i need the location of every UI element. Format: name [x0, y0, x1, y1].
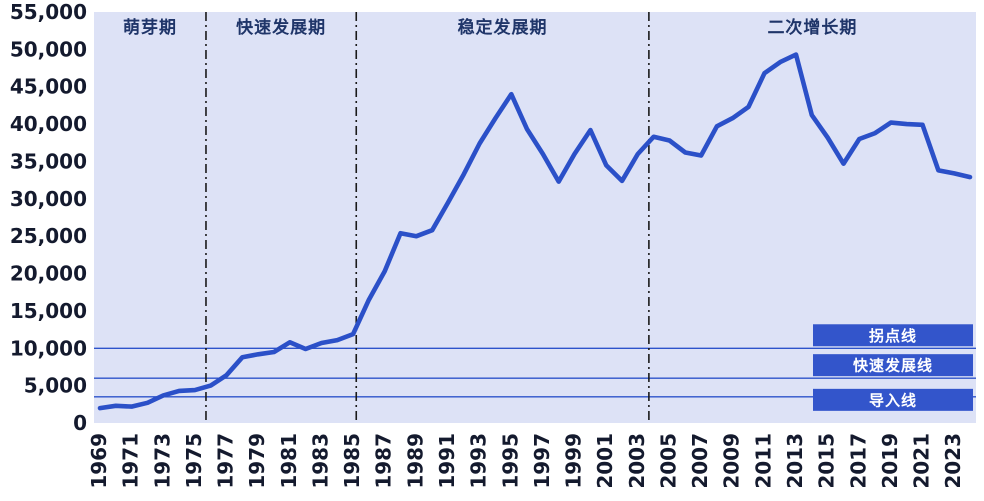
x-tick-label: 1973: [150, 433, 174, 489]
x-tick-label: 2011: [751, 433, 775, 489]
y-tick-label: 0: [73, 411, 87, 435]
x-tick-label: 2021: [910, 433, 934, 489]
x-tick-label: 2015: [815, 433, 839, 489]
y-tick-label: 55,000: [10, 0, 87, 24]
x-tick-label: 1993: [467, 433, 491, 489]
x-tick-label: 1991: [435, 433, 459, 489]
y-tick-label: 15,000: [10, 299, 87, 323]
phase-label: 稳定发展期: [458, 17, 548, 38]
x-tick-label: 1971: [119, 433, 143, 489]
y-tick-label: 5,000: [24, 374, 87, 398]
reference-label-box: [813, 354, 973, 377]
y-tick-label: 30,000: [10, 187, 87, 211]
x-tick-label: 1969: [87, 433, 111, 489]
phase-label: 快速发展期: [236, 17, 326, 38]
x-tick-label: 2023: [941, 433, 965, 489]
reference-label: 导入线: [869, 391, 917, 409]
x-tick-label: 1981: [277, 433, 301, 489]
x-tick-label: 2013: [783, 433, 807, 489]
y-tick-label: 20,000: [10, 262, 87, 286]
x-tick-label: 1987: [372, 433, 396, 489]
phase-label: 萌芽期: [123, 17, 177, 38]
x-tick-label: 2005: [656, 433, 680, 489]
x-tick-label: 2017: [846, 433, 870, 489]
y-tick-label: 35,000: [10, 149, 87, 173]
y-tick-label: 45,000: [10, 75, 87, 99]
x-tick-label: 1989: [403, 433, 427, 489]
x-tick-label: 1975: [182, 433, 206, 489]
reference-label: 快速发展线: [853, 357, 933, 375]
x-tick-label: 1999: [562, 433, 586, 489]
x-tick-label: 2009: [720, 433, 744, 489]
reference-label-box: [813, 388, 973, 411]
x-tick-label: 1985: [340, 433, 364, 489]
x-tick-label: 1979: [245, 433, 269, 489]
x-tick-label: 2003: [625, 433, 649, 489]
y-tick-label: 25,000: [10, 224, 87, 248]
reference-label: 拐点线: [869, 327, 917, 345]
y-tick-label: 50,000: [10, 37, 87, 61]
x-tick-label: 1977: [214, 433, 238, 489]
x-tick-label: 2019: [878, 433, 902, 489]
y-tick-label: 40,000: [10, 112, 87, 136]
x-tick-label: 1997: [530, 433, 554, 489]
x-tick-label: 1995: [498, 433, 522, 489]
x-tick-label: 2001: [593, 433, 617, 489]
x-tick-label: 2007: [688, 433, 712, 489]
y-tick-label: 10,000: [10, 336, 87, 360]
x-tick-label: 1983: [308, 433, 332, 489]
phase-label: 二次增长期: [767, 17, 857, 38]
reference-label-box: [813, 324, 973, 347]
data-series-line: [97, 52, 973, 411]
